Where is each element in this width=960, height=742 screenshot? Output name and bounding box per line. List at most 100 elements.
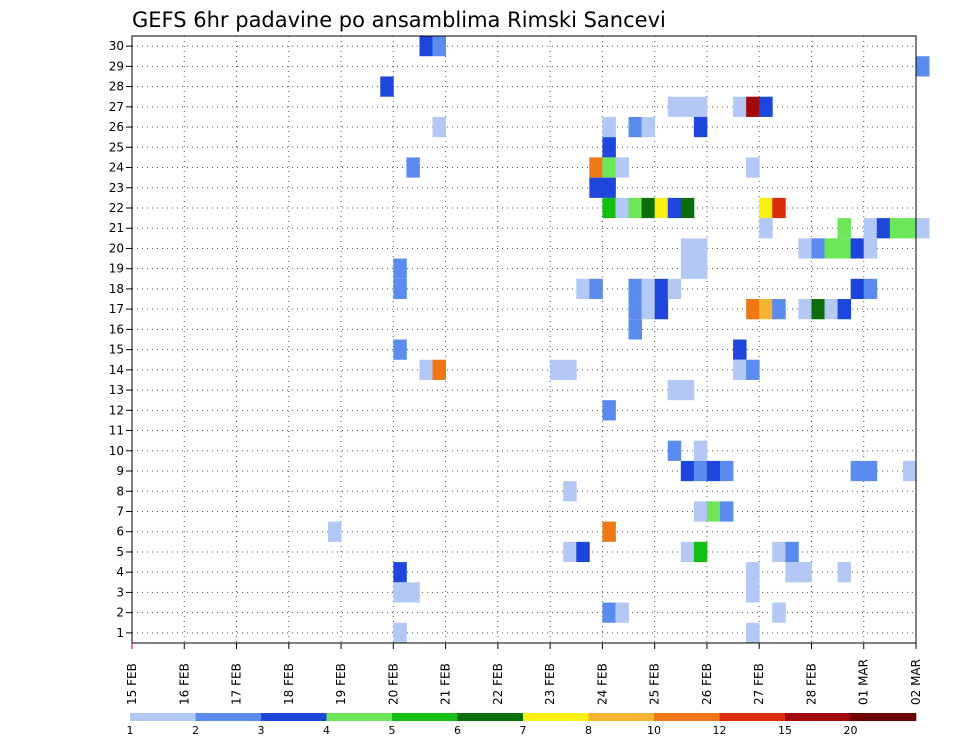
precip-cell	[693, 96, 708, 117]
precip-cell	[563, 541, 577, 563]
precip-cell	[785, 541, 799, 563]
y-tick-label: 29	[109, 59, 124, 73]
colorbar-label: 20	[844, 724, 858, 737]
x-tick-label: 19 FEB	[334, 663, 348, 705]
x-tick-label: 22 FEB	[491, 663, 505, 705]
precip-cell	[576, 278, 590, 300]
precip-cell	[628, 116, 642, 138]
x-tick-label: 17 FEB	[230, 663, 244, 705]
colorbar-label: 15	[778, 724, 792, 737]
precip-cell	[902, 460, 917, 482]
y-tick-label: 3	[116, 585, 124, 599]
y-tick-label: 25	[109, 140, 124, 154]
precip-cell	[393, 258, 407, 279]
precip-cell	[693, 541, 708, 563]
precip-cell	[641, 116, 656, 138]
precip-cell	[602, 602, 616, 623]
colorbar-segment	[588, 713, 655, 721]
precip-cell	[733, 339, 747, 360]
precip-cell	[746, 299, 760, 320]
y-tick-label: 19	[109, 262, 124, 276]
precip-cell	[667, 278, 682, 300]
precip-cell	[772, 541, 786, 563]
precip-cell	[615, 157, 629, 178]
precip-cell	[393, 339, 407, 360]
precip-cell	[746, 562, 760, 583]
precip-cell	[863, 218, 878, 239]
precip-cell	[680, 238, 695, 259]
precip-cell	[746, 96, 760, 117]
x-tick-label: 15 FEB	[125, 663, 139, 705]
x-tick-label: 20 FEB	[386, 663, 400, 705]
precip-cell	[641, 197, 656, 219]
precip-cell	[733, 96, 747, 117]
precip-cell	[419, 359, 433, 380]
colorbar-label: 5	[389, 724, 396, 737]
y-tick-label: 23	[109, 181, 124, 195]
precip-cells	[328, 36, 930, 643]
colorbar-segment	[523, 713, 589, 721]
grid-lines	[132, 36, 916, 643]
precip-cell	[393, 582, 407, 603]
precip-cell	[589, 177, 603, 198]
x-tick-label: 23 FEB	[543, 663, 557, 705]
precip-cell	[772, 602, 786, 623]
precip-cell	[628, 197, 642, 219]
colorbar-segment	[850, 713, 917, 721]
precip-cell	[850, 238, 865, 259]
precip-cell	[550, 359, 564, 380]
precip-cell	[393, 622, 407, 643]
precip-cell	[680, 197, 695, 219]
precip-cell	[850, 460, 865, 482]
colorbar-label: 10	[647, 724, 661, 737]
precip-cell	[680, 541, 695, 563]
colorbar-segment	[326, 713, 393, 721]
y-axis-ticks: 1234567891011121314151617181920212223242…	[109, 39, 132, 640]
precip-cell	[837, 299, 852, 320]
precip-cell	[641, 278, 656, 300]
precip-cell	[863, 238, 878, 259]
precip-cell	[576, 541, 590, 563]
precip-cell	[693, 116, 708, 138]
precip-cell	[916, 218, 930, 239]
precip-cell	[811, 238, 825, 259]
precip-cell	[602, 197, 616, 219]
precip-cell	[628, 319, 642, 340]
colorbar-segment	[130, 713, 196, 721]
precip-cell	[615, 602, 629, 623]
precip-cell	[759, 197, 773, 219]
plot-frame	[131, 35, 917, 644]
colorbar-label: 4	[323, 724, 330, 737]
y-tick-label: 5	[116, 545, 124, 559]
colorbar: 1 2 3 4 5 6 7 8 10 12 15 20	[127, 713, 917, 737]
x-axis-ticks: 15 FEB 16 FEB 17 FEB 18 FEB 19 FEB 20 FEB 21 F…	[125, 643, 923, 705]
precip-cell	[720, 460, 734, 482]
colorbar-segment	[392, 713, 458, 721]
precip-cell	[693, 501, 708, 522]
y-tick-label: 20	[109, 241, 124, 255]
precip-cell	[759, 218, 773, 239]
x-tick-label: 28 FEB	[804, 663, 818, 705]
precip-cell	[393, 278, 407, 300]
precip-cell	[850, 278, 865, 300]
colorbar-segment	[261, 713, 327, 721]
precip-cell	[863, 278, 878, 300]
precip-cell	[615, 197, 629, 219]
precip-cell	[693, 460, 708, 482]
x-tick-label: 25 FEB	[648, 663, 662, 705]
y-tick-label: 24	[109, 161, 124, 175]
y-tick-label: 10	[109, 444, 124, 458]
precip-cell	[602, 137, 616, 158]
precip-cell	[602, 400, 616, 421]
precip-cell	[798, 238, 812, 259]
precip-cell	[432, 36, 446, 57]
precip-cell	[654, 299, 669, 320]
precip-cell	[772, 299, 786, 320]
y-tick-label: 22	[109, 201, 124, 215]
precip-cell	[746, 622, 760, 643]
colorbar-segment	[457, 713, 524, 721]
colorbar-segment	[785, 713, 851, 721]
x-tick-label: 02 MAR	[909, 659, 923, 705]
colorbar-label: 6	[454, 724, 461, 737]
precip-cell	[406, 582, 420, 603]
